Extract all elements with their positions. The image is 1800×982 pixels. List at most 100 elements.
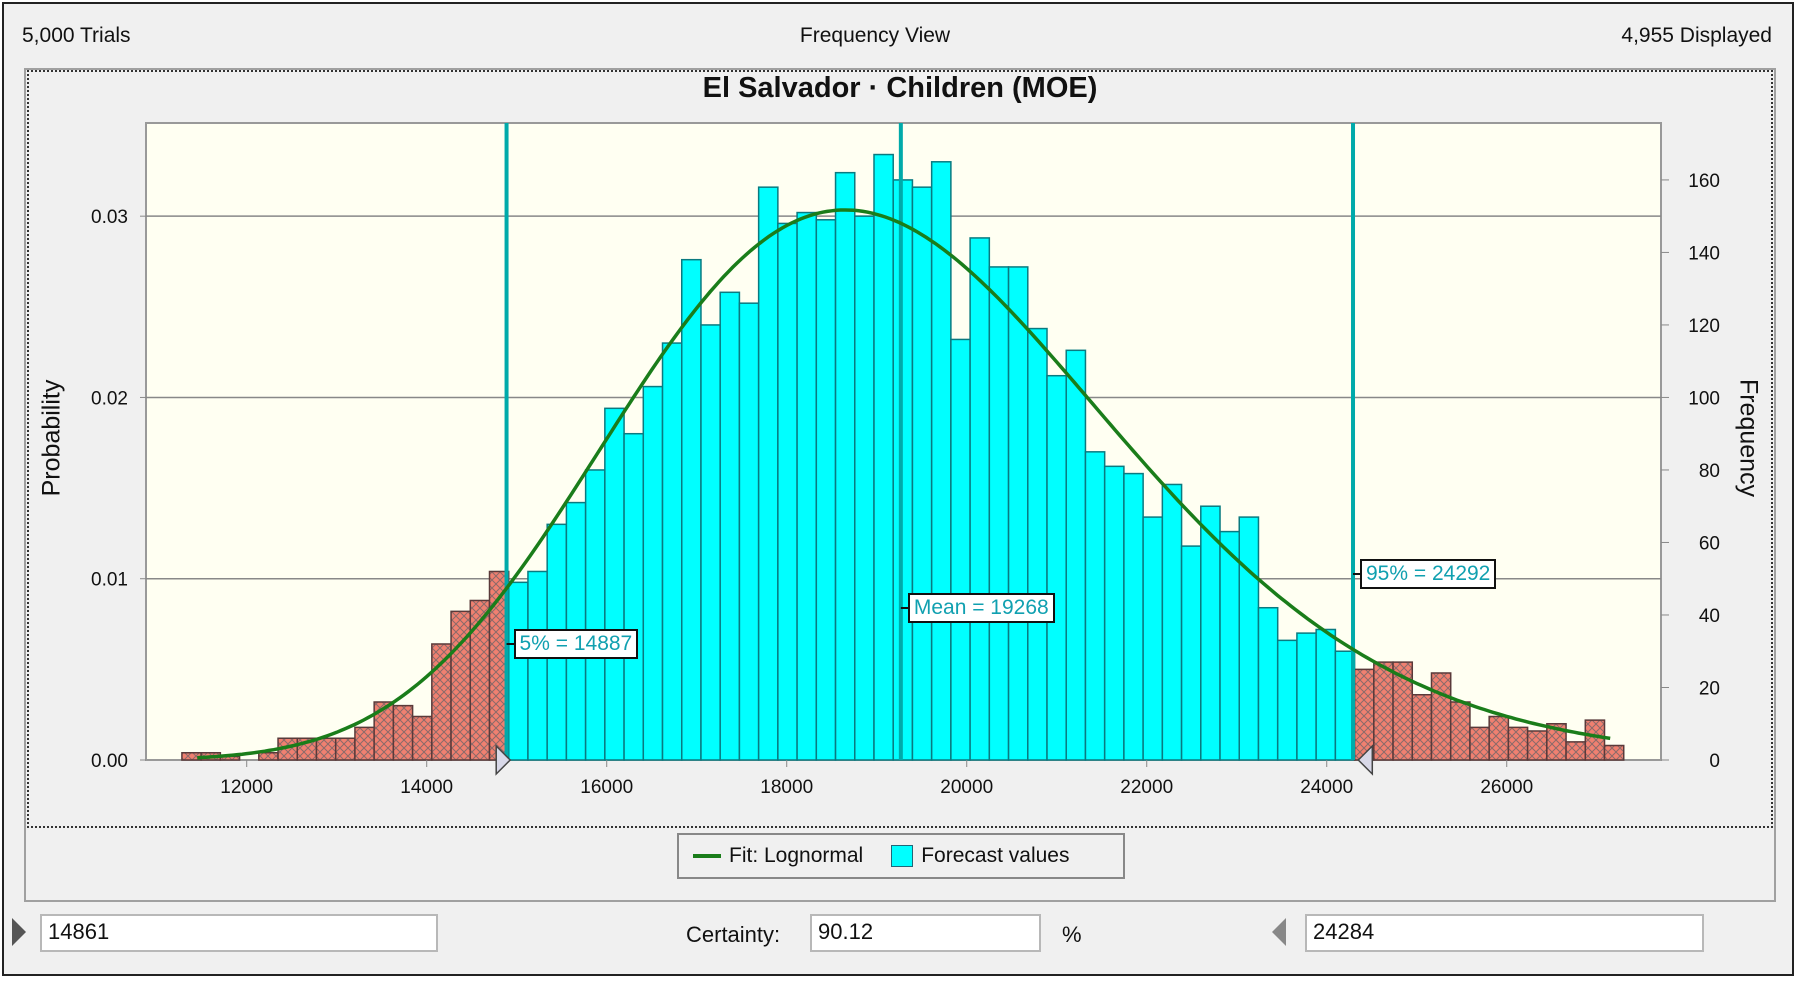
histogram-bar — [1027, 327, 1048, 761]
histogram-bar — [1180, 545, 1202, 761]
histogram-bar-out-of-range — [1373, 661, 1394, 761]
histogram-bar-out-of-range — [1488, 715, 1510, 761]
histogram-bar-out-of-range — [1565, 741, 1587, 761]
histogram-bar — [661, 342, 683, 761]
legend-values-label: Forecast values — [921, 844, 1070, 867]
x-tick-label: 20000 — [940, 777, 993, 798]
histogram-bar — [757, 186, 779, 761]
histogram-bar — [815, 219, 837, 761]
histogram-bar — [911, 186, 933, 761]
legend: Fit: Lognormal Forecast values — [677, 833, 1125, 879]
histogram-bar — [584, 469, 606, 761]
certainty-label: Certainty: — [686, 922, 781, 947]
histogram-bar — [1161, 483, 1183, 761]
histogram-bar — [738, 302, 760, 761]
x-tick-label: 18000 — [760, 777, 813, 798]
lower-bound-input[interactable]: 14861 — [40, 914, 438, 952]
displayed-count: 4,955 Displayed — [1621, 24, 1772, 47]
histogram-bar — [680, 258, 702, 761]
fit-curve — [197, 208, 1611, 760]
histogram-bar — [1142, 516, 1164, 761]
histogram-bar — [1219, 530, 1241, 761]
lower-grabber-triangle-icon — [495, 744, 512, 776]
histogram-bar-out-of-range — [1449, 701, 1471, 761]
y-left-tick-label: 0.01 — [91, 570, 128, 591]
histogram-bar-out-of-range — [1411, 693, 1433, 761]
x-tick-label: 24000 — [1300, 777, 1353, 798]
view-name[interactable]: Frequency View — [799, 24, 951, 47]
chart-title: El Salvador · Children (MOE) — [702, 72, 1098, 104]
histogram-bar — [1103, 465, 1125, 761]
histogram-bar — [1046, 374, 1067, 761]
marker-label: 5% = 14887 — [513, 629, 639, 659]
certainty-input[interactable]: 90.12 — [810, 914, 1041, 952]
histogram-bar — [796, 211, 818, 761]
histogram-bar — [604, 407, 625, 761]
histogram-bar-out-of-range — [1584, 719, 1606, 761]
y-right-tick-label: 0 — [1709, 751, 1720, 772]
x-tick-label: 22000 — [1120, 777, 1173, 798]
histogram-bar-out-of-range — [411, 715, 433, 761]
histogram-bar-out-of-range — [1469, 726, 1490, 761]
histogram-bar — [1065, 349, 1087, 761]
x-tick-label: 26000 — [1480, 777, 1533, 798]
histogram-bar — [873, 153, 894, 761]
chart-group — [24, 68, 1776, 902]
histogram-bar — [1276, 639, 1298, 761]
upper-grabber-icon[interactable] — [1272, 918, 1286, 946]
histogram-bar — [1315, 628, 1337, 761]
histogram-bar — [1200, 505, 1221, 761]
x-tick-label: 12000 — [220, 777, 273, 798]
histogram-bar — [719, 291, 741, 761]
histogram-bar — [950, 338, 971, 761]
marker-label: Mean = 19268 — [907, 593, 1055, 623]
histogram-bar — [777, 222, 798, 761]
upper-grabber-triangle-icon — [1357, 744, 1374, 776]
y-left-tick-label: 0.02 — [91, 388, 128, 409]
histogram-bar — [527, 570, 548, 761]
histogram-bar — [623, 432, 645, 761]
marker-label: 95% = 24292 — [1360, 559, 1497, 589]
lower-grabber-icon[interactable] — [12, 918, 26, 946]
y-right-tick-label: 100 — [1688, 388, 1720, 409]
histogram-bar-out-of-range — [354, 726, 375, 761]
y-right-tick-label: 80 — [1699, 461, 1720, 482]
y-right-tick-label: 160 — [1688, 171, 1720, 192]
histogram-bar — [1296, 632, 1317, 761]
chart-focus-frame — [27, 70, 1773, 828]
histogram-bar-out-of-range — [1430, 672, 1452, 761]
histogram-bar-out-of-range — [1603, 744, 1625, 761]
legend-fit-label: Fit: Lognormal — [729, 844, 864, 867]
legend-fit-swatch — [693, 854, 721, 858]
histogram-bar-out-of-range — [258, 751, 279, 761]
histogram-bar — [1257, 606, 1279, 761]
y-left-tick-label: 0.03 — [91, 207, 128, 228]
x-tick-label: 14000 — [400, 777, 453, 798]
histogram-bar — [642, 385, 664, 761]
upper-bound-input[interactable]: 24284 — [1305, 914, 1704, 952]
histogram-bar — [988, 266, 1010, 761]
y-axis-label-probability: Probability — [37, 379, 66, 497]
histogram-bar — [700, 324, 721, 761]
histogram-bar — [854, 215, 875, 761]
x-tick-label: 16000 — [580, 777, 633, 798]
y-right-tick-label: 140 — [1688, 243, 1720, 264]
percent-label: % — [1062, 922, 1082, 947]
y-left-tick-label: 0.00 — [91, 751, 128, 772]
histogram-bar-out-of-range — [315, 737, 337, 761]
histogram-bar-out-of-range — [392, 704, 414, 761]
y-right-tick-label: 20 — [1699, 678, 1720, 699]
histogram-bar — [507, 581, 529, 761]
histogram-bar-out-of-range — [334, 737, 356, 761]
legend-values-swatch — [891, 845, 914, 867]
histogram-bar — [1238, 516, 1260, 761]
histogram-bar — [834, 171, 856, 761]
y-axis-label-frequency: Frequency — [1734, 378, 1763, 498]
histogram-bar-out-of-range — [1507, 726, 1529, 761]
trials-count: 5,000 Trials — [22, 24, 131, 47]
histogram-bar-out-of-range — [1526, 730, 1548, 761]
y-right-tick-label: 120 — [1688, 316, 1720, 337]
y-right-tick-label: 60 — [1699, 533, 1720, 554]
histogram-bar — [969, 237, 991, 761]
